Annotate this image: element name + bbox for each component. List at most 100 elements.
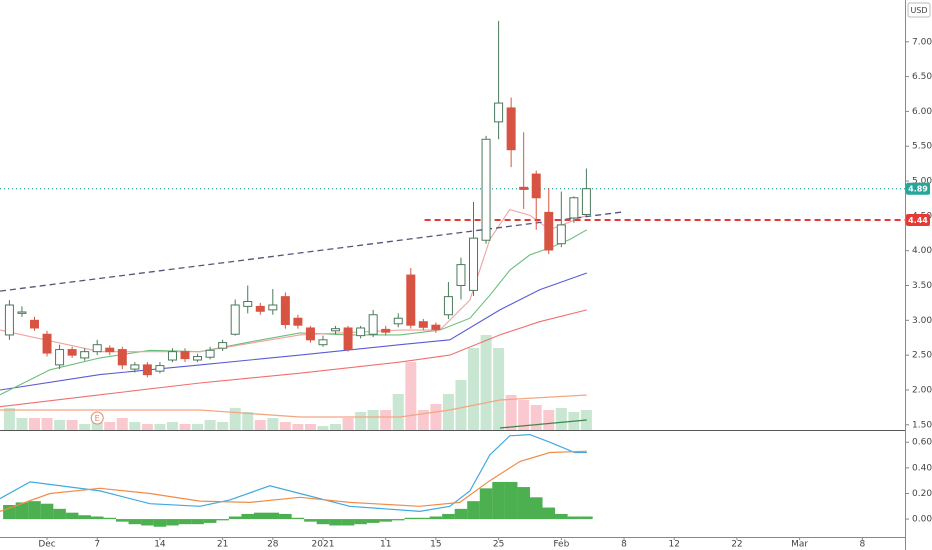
volume-bar <box>104 422 116 430</box>
histogram-bar <box>216 519 229 521</box>
candle-body <box>67 349 77 356</box>
candle-body <box>305 327 315 341</box>
y-tick-label: 3.50 <box>912 281 932 291</box>
x-tick-label: 15 <box>430 540 441 550</box>
volume-bar <box>16 418 28 430</box>
candle-body <box>42 333 52 354</box>
histogram-bar <box>141 519 154 526</box>
histogram-bar <box>391 519 405 521</box>
histogram-bar <box>479 488 493 520</box>
volume-bar <box>304 424 316 430</box>
candle-body <box>268 304 278 311</box>
y-tick-label: 0.00 <box>912 515 932 525</box>
volume-bar <box>204 420 216 430</box>
y-tick-label: 2.50 <box>912 351 932 361</box>
volume-bar <box>242 412 254 430</box>
y-tick-label: 0.40 <box>912 463 932 473</box>
y-tick-label: 0.20 <box>912 489 932 499</box>
y-tick-label: 5.50 <box>912 142 932 152</box>
candle-body <box>381 328 391 333</box>
histogram-bar <box>429 516 443 520</box>
candle-body <box>105 347 115 353</box>
histogram-bar <box>542 507 556 520</box>
histogram-bar <box>304 519 317 522</box>
volume-bar <box>279 422 291 430</box>
price-label-box <box>906 214 930 227</box>
x-tick-label: Dec <box>38 540 55 550</box>
histogram-bar <box>103 517 117 520</box>
histogram-bar <box>442 513 455 520</box>
histogram-bar <box>40 503 54 520</box>
histogram-bar <box>191 519 204 525</box>
histogram-bar <box>178 519 192 525</box>
histogram-bar <box>253 512 267 520</box>
histogram-bar <box>517 487 530 520</box>
candle-body <box>29 319 39 329</box>
volume-bar <box>392 394 404 430</box>
candle-body <box>531 173 541 199</box>
candle-body <box>456 264 466 287</box>
volume-bar <box>154 424 166 430</box>
event-marker <box>90 411 104 425</box>
volume-bar <box>129 422 141 430</box>
x-tick-label: 14 <box>154 540 166 550</box>
histogram-bar <box>467 501 480 520</box>
x-tick-label: Mar <box>791 540 808 550</box>
histogram-bar <box>228 516 242 520</box>
x-tick-label: 25 <box>493 540 504 550</box>
histogram-bar <box>90 516 104 520</box>
volume-bar <box>330 424 342 430</box>
candle-body <box>293 317 303 326</box>
x-tick-label: 8 <box>621 540 627 550</box>
candle-body <box>243 301 253 307</box>
trendline <box>0 211 625 292</box>
volume-bar <box>28 418 40 430</box>
candle-body <box>494 102 504 123</box>
event-label: E <box>95 414 100 423</box>
price-label: 4.89 <box>908 185 928 194</box>
volume-average <box>499 419 587 429</box>
x-tick-label: 21 <box>217 540 228 550</box>
x-tick-label: 2021 <box>312 540 335 550</box>
y-tick-label: 6.00 <box>912 107 932 117</box>
volume-bar <box>342 418 354 430</box>
volume-bar <box>166 422 178 430</box>
x-tick-label: 22 <box>731 540 742 550</box>
histogram-bar <box>78 515 91 520</box>
histogram-bar <box>417 517 430 520</box>
histogram-bar <box>366 519 380 523</box>
y-tick-label: 0.60 <box>912 438 932 448</box>
moving-average <box>0 272 587 391</box>
volume-bar <box>518 400 530 430</box>
moving-average <box>0 309 587 408</box>
volume-bar <box>405 362 417 430</box>
candle-body <box>393 317 403 325</box>
volume-bar <box>292 424 304 430</box>
histogram-bar <box>203 519 217 523</box>
candle-body <box>469 237 479 291</box>
candle-body <box>544 211 554 251</box>
candle-body <box>130 364 140 370</box>
histogram-bar <box>15 502 29 520</box>
volume-bar <box>442 394 454 430</box>
x-tick-label: 8 <box>859 540 865 550</box>
candle-body <box>17 311 27 314</box>
volume-bar <box>430 404 442 430</box>
volume-bar <box>192 424 204 430</box>
candle-body <box>117 349 127 366</box>
candle-body <box>356 327 366 337</box>
histogram-bar <box>504 481 518 520</box>
volume-bar <box>66 420 78 430</box>
currency-box <box>907 2 931 18</box>
histogram-bar <box>166 519 179 526</box>
volume-bar <box>530 405 542 430</box>
candle-body <box>556 224 566 245</box>
y-tick-label: 2.00 <box>912 385 932 395</box>
candle-body <box>581 188 591 215</box>
candle-body <box>193 356 203 361</box>
y-tick-label: 1.50 <box>912 420 932 430</box>
y-tick-label: 3.00 <box>912 316 932 326</box>
volume-bar <box>79 424 91 430</box>
volume-bar <box>317 426 329 430</box>
